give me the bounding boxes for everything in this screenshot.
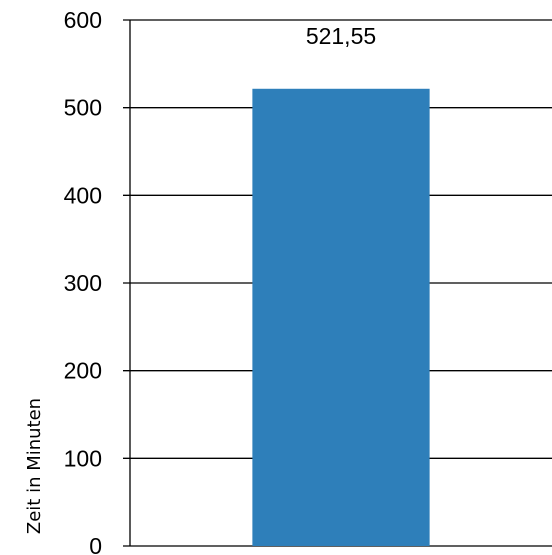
y-axis-title: Zeit in Minuten (24, 398, 45, 534)
y-tick-label: 300 (64, 270, 102, 296)
y-axis-ticks: 0 100 200 300 400 500 600 (64, 7, 102, 555)
data-label-backgrounds (281, 22, 401, 50)
bars (252, 88, 430, 546)
y-tick-label: 200 (64, 358, 102, 384)
y-tick-label: 600 (64, 7, 102, 33)
y-tick-label: 100 (64, 445, 102, 471)
y-tick-label: 400 (64, 182, 102, 208)
bar (252, 88, 430, 546)
y-tick-label: 500 (64, 95, 102, 121)
data-labels: 521,55 (306, 23, 376, 49)
y-tick-label: 0 (89, 533, 102, 555)
data-label: 521,55 (306, 23, 376, 49)
data-label-background (281, 22, 401, 50)
